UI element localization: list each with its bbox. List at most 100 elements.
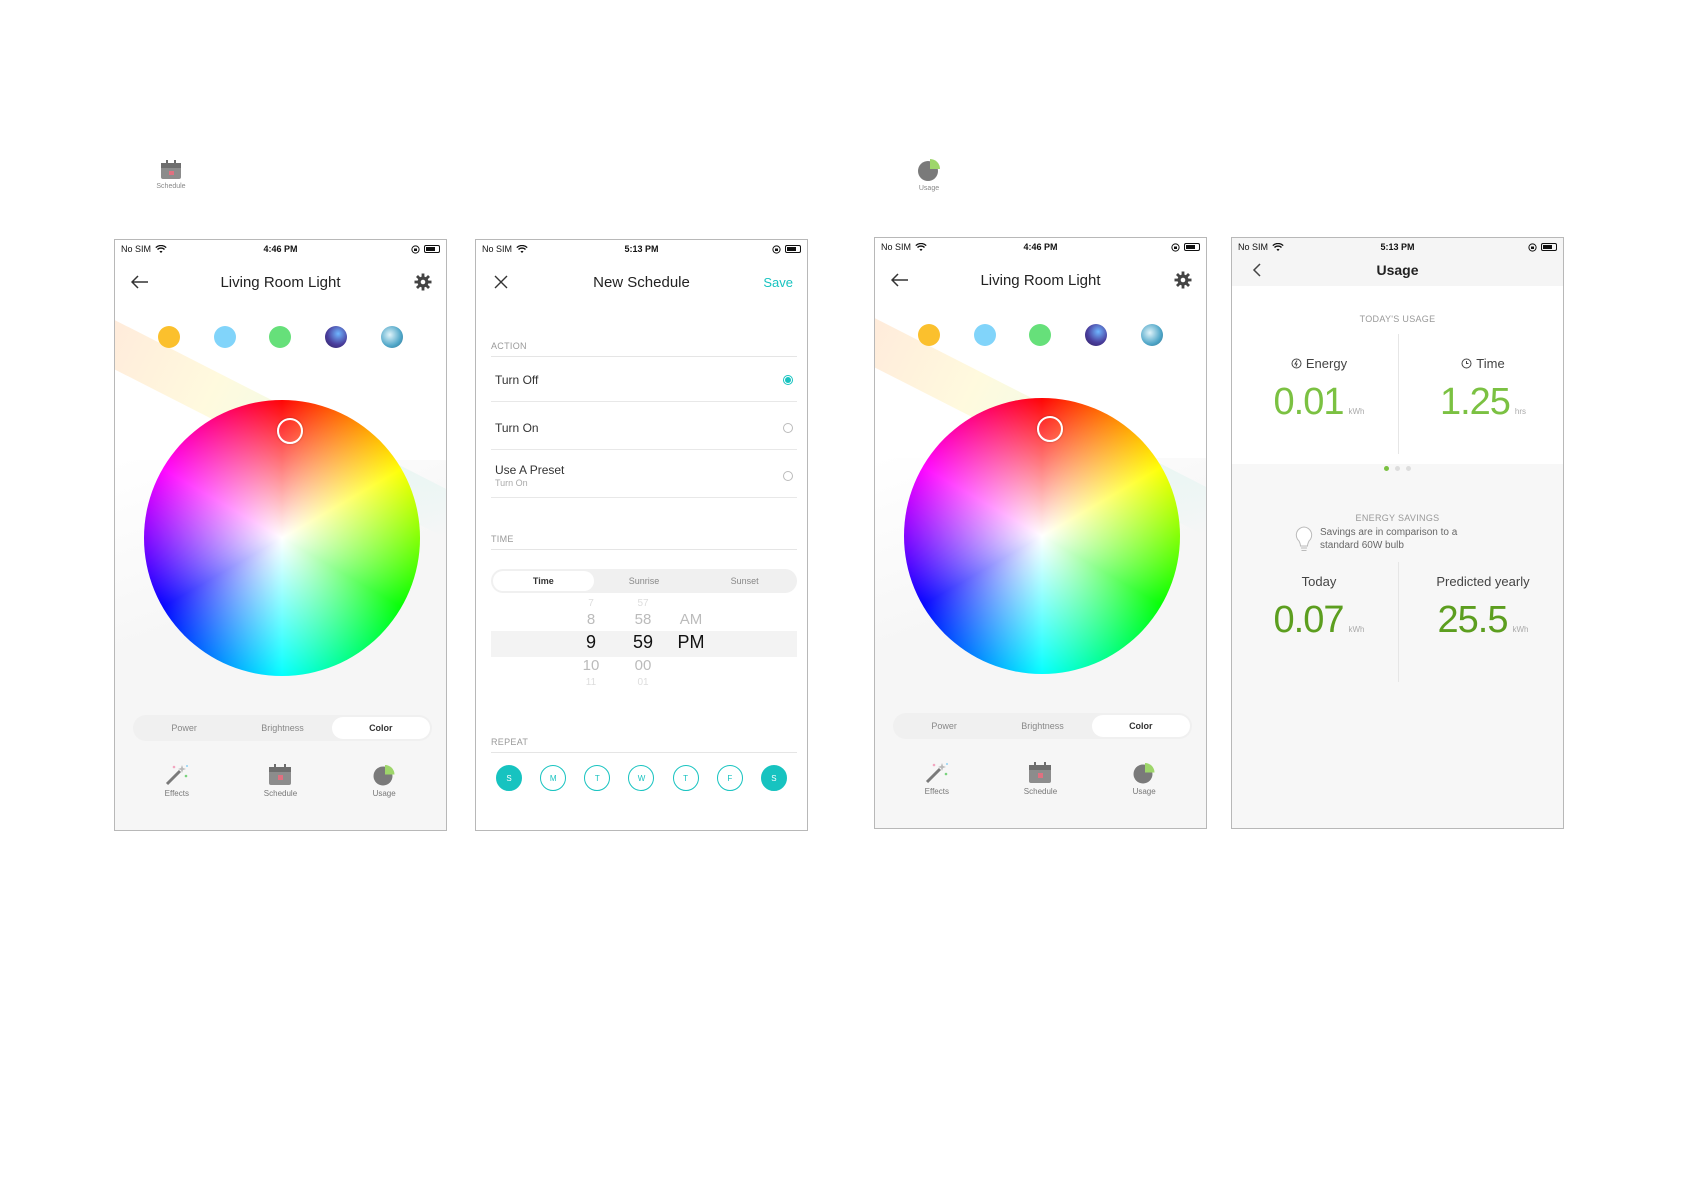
preset-light-blue[interactable] bbox=[973, 324, 996, 346]
back-button[interactable] bbox=[889, 269, 911, 291]
phone-usage-screen: No SIM 5:13 PM Usage TODAY'S USAGE Energ… bbox=[1231, 237, 1564, 829]
wifi-icon bbox=[1272, 242, 1284, 251]
floating-schedule-label: Schedule bbox=[156, 183, 186, 190]
preset-ocean[interactable] bbox=[381, 326, 404, 348]
nav-bar: Usage bbox=[1232, 252, 1563, 288]
time-unit: hrs bbox=[1514, 407, 1527, 416]
floating-usage-label: Usage bbox=[918, 185, 940, 192]
preset-green[interactable] bbox=[269, 326, 292, 348]
day-thursday[interactable]: T bbox=[672, 765, 699, 791]
phone-color-screen-2: No SIM 4:46 PM Living Room Light Power B… bbox=[874, 237, 1207, 829]
tab-schedule[interactable]: Schedule bbox=[240, 764, 320, 814]
action-use-preset[interactable]: Use A Preset Turn On bbox=[491, 454, 797, 498]
lightbulb-icon bbox=[1295, 526, 1313, 551]
savings-note: Savings are in comparison to a standard … bbox=[1294, 526, 1490, 554]
day-sunday[interactable]: S bbox=[496, 765, 522, 791]
segment-sunrise[interactable]: Sunrise bbox=[628, 576, 660, 586]
segment-sunset[interactable]: Sunset bbox=[730, 576, 759, 586]
carrier-label: No SIM bbox=[881, 242, 912, 252]
back-button[interactable] bbox=[129, 271, 151, 293]
tab-effects[interactable]: Effects bbox=[137, 764, 217, 814]
tab-usage[interactable]: Usage bbox=[1104, 762, 1184, 812]
day-friday[interactable]: F bbox=[716, 765, 743, 791]
preset-light-blue[interactable] bbox=[213, 326, 236, 348]
tab-effects-label: Effects bbox=[924, 787, 949, 796]
pie-chart-icon bbox=[373, 765, 395, 786]
gear-icon bbox=[414, 273, 432, 291]
hour-wheel[interactable]: 7 8 9 10 11 bbox=[582, 597, 600, 688]
status-time: 4:46 PM bbox=[263, 244, 298, 254]
gear-icon bbox=[1174, 271, 1192, 289]
energy-label: Energy bbox=[1305, 356, 1348, 371]
tab-effects[interactable]: Effects bbox=[897, 762, 977, 812]
wifi-icon bbox=[516, 244, 528, 253]
action-turn-off[interactable]: Turn Off bbox=[491, 358, 797, 402]
radio-icon bbox=[783, 470, 793, 481]
action-turn-on[interactable]: Turn On bbox=[491, 406, 797, 450]
minute-wheel[interactable]: 57 58 59 00 01 bbox=[632, 597, 654, 688]
preset-yellow[interactable] bbox=[157, 326, 180, 348]
tab-schedule[interactable]: Schedule bbox=[1000, 762, 1080, 812]
today-label: Today bbox=[1301, 574, 1337, 589]
page-title: New Schedule bbox=[593, 273, 690, 291]
page-indicator[interactable] bbox=[1232, 466, 1563, 471]
color-wheel-handle[interactable] bbox=[1037, 416, 1063, 442]
day-wednesday[interactable]: W bbox=[628, 765, 655, 791]
orientation-lock-icon bbox=[772, 244, 781, 254]
clock-icon bbox=[1461, 358, 1472, 369]
day-monday[interactable]: M bbox=[540, 765, 567, 791]
preset-subtitle: Turn On bbox=[495, 478, 528, 488]
status-time: 5:13 PM bbox=[624, 244, 659, 254]
today-metric: Today 0.07 kWh bbox=[1244, 574, 1394, 642]
wifi-icon bbox=[915, 242, 927, 251]
segment-color[interactable]: Color bbox=[331, 717, 430, 739]
back-button[interactable] bbox=[1246, 259, 1268, 281]
carrier-label: No SIM bbox=[482, 244, 513, 254]
save-button[interactable]: Save bbox=[763, 274, 793, 290]
settings-button[interactable] bbox=[414, 271, 432, 293]
orientation-lock-icon bbox=[411, 244, 420, 254]
settings-button[interactable] bbox=[1174, 269, 1192, 291]
color-wheel[interactable] bbox=[904, 398, 1180, 674]
preset-purple[interactable] bbox=[325, 326, 348, 348]
carrier-label: No SIM bbox=[121, 244, 152, 254]
preset-green[interactable] bbox=[1029, 324, 1052, 346]
nav-bar: Living Room Light bbox=[875, 262, 1206, 298]
carrier-label: No SIM bbox=[1238, 242, 1269, 252]
segment-brightness[interactable]: Brightness bbox=[261, 723, 304, 733]
color-wheel-handle[interactable] bbox=[277, 418, 303, 444]
time-label: Time bbox=[1476, 356, 1505, 371]
status-bar: No SIM 5:13 PM bbox=[476, 240, 807, 258]
time-picker[interactable]: 7 8 9 10 11 57 58 59 00 01 AM PM bbox=[491, 598, 797, 694]
radio-selected-icon bbox=[783, 374, 793, 385]
nav-bar: New Schedule Save bbox=[476, 264, 807, 300]
time-metric: Time 1.25 hrs bbox=[1408, 356, 1558, 424]
preset-ocean[interactable] bbox=[1141, 324, 1164, 346]
segment-time[interactable]: Time bbox=[493, 571, 594, 591]
page-title: Living Room Light bbox=[220, 273, 341, 291]
segment-brightness[interactable]: Brightness bbox=[1021, 721, 1064, 731]
calendar-icon bbox=[269, 764, 292, 785]
color-wheel[interactable] bbox=[144, 400, 420, 676]
tab-schedule-label: Schedule bbox=[1023, 787, 1058, 796]
mode-segmented-control: Power Brightness Color bbox=[133, 715, 432, 741]
tab-usage[interactable]: Usage bbox=[344, 764, 424, 814]
floating-schedule-icon: Schedule bbox=[141, 160, 201, 190]
preset-yellow[interactable] bbox=[917, 324, 940, 346]
ampm-wheel[interactable]: AM PM bbox=[677, 611, 705, 652]
orientation-lock-icon bbox=[1171, 242, 1180, 252]
segment-color[interactable]: Color bbox=[1091, 715, 1190, 737]
floating-usage-icon: Usage bbox=[899, 158, 959, 192]
segment-power[interactable]: Power bbox=[931, 721, 957, 731]
repeat-days: S M T W T F S bbox=[496, 765, 787, 791]
tab-effects-label: Effects bbox=[164, 789, 189, 798]
action-section-header: ACTION bbox=[491, 341, 797, 357]
day-saturday[interactable]: S bbox=[760, 765, 787, 791]
arrow-left-icon bbox=[131, 275, 148, 289]
orientation-lock-icon bbox=[1528, 242, 1537, 252]
day-tuesday[interactable]: T bbox=[584, 765, 611, 791]
tab-usage-label: Usage bbox=[372, 789, 396, 798]
preset-purple[interactable] bbox=[1085, 324, 1108, 346]
close-button[interactable] bbox=[490, 271, 512, 293]
segment-power[interactable]: Power bbox=[171, 723, 197, 733]
